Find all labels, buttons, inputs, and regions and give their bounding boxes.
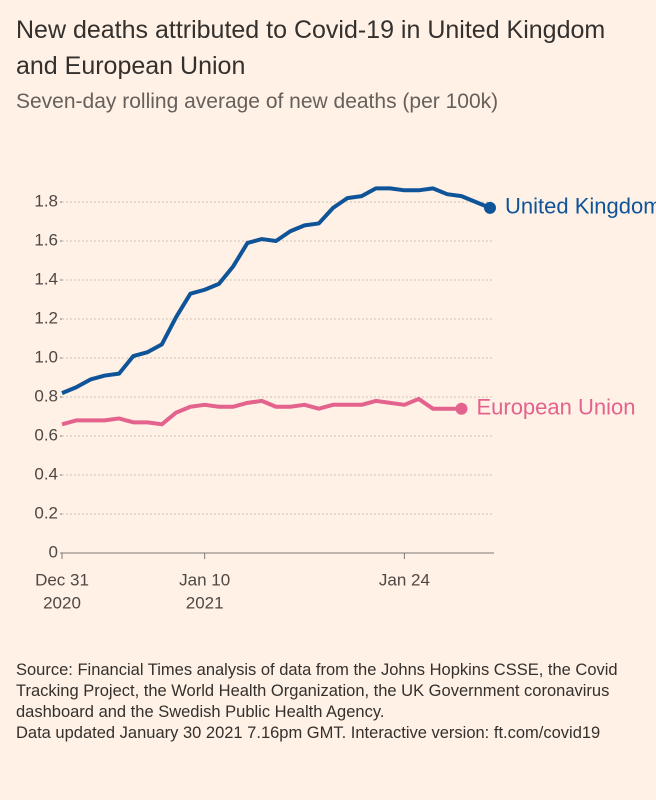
- y-tick-label: 1.6: [34, 230, 58, 249]
- y-tick-label: 0.2: [34, 503, 58, 522]
- y-tick-label: 1.8: [34, 191, 58, 210]
- series-label: European Union: [476, 395, 635, 420]
- y-tick-label: 1.2: [34, 308, 58, 327]
- x-tick-label: Dec 31: [35, 570, 89, 589]
- y-tick-label: 0.6: [34, 425, 58, 444]
- x-tick-label: 2020: [43, 593, 81, 612]
- series-line: [61, 396, 462, 427]
- update-note: Data updated January 30 2021 7.16pm GMT.…: [16, 724, 601, 742]
- source-text: Source: Financial Times analysis of data…: [16, 661, 618, 721]
- y-tick-label: 1.4: [34, 269, 58, 288]
- y-tick-label: 0.4: [34, 464, 58, 483]
- chart: 0 0.2 0.4 0.6 0.8 1.0 1.2 1.4 1.6 1.8 Dec 31 2020 Ja…: [34, 186, 656, 612]
- end-dot: [455, 402, 468, 415]
- end-dot: [484, 201, 496, 214]
- series-line: [61, 186, 491, 395]
- y-tick-label: 1.0: [34, 347, 58, 366]
- x-tick-label: 2021: [186, 593, 224, 612]
- x-tick-label: Jan 24: [379, 570, 430, 589]
- series-label: United Kingdom: [505, 194, 656, 219]
- y-tick-label: 0.8: [34, 386, 58, 405]
- chart-title: New deaths attributed to Covid-19 in Uni…: [16, 16, 606, 80]
- source-block: Source: Financial Times analysis of data…: [16, 660, 636, 744]
- y-tick-label: 0: [49, 542, 58, 561]
- x-tick-label: Jan 10: [179, 570, 230, 589]
- chart-subtitle: Seven-day rolling average of new deaths …: [16, 90, 499, 113]
